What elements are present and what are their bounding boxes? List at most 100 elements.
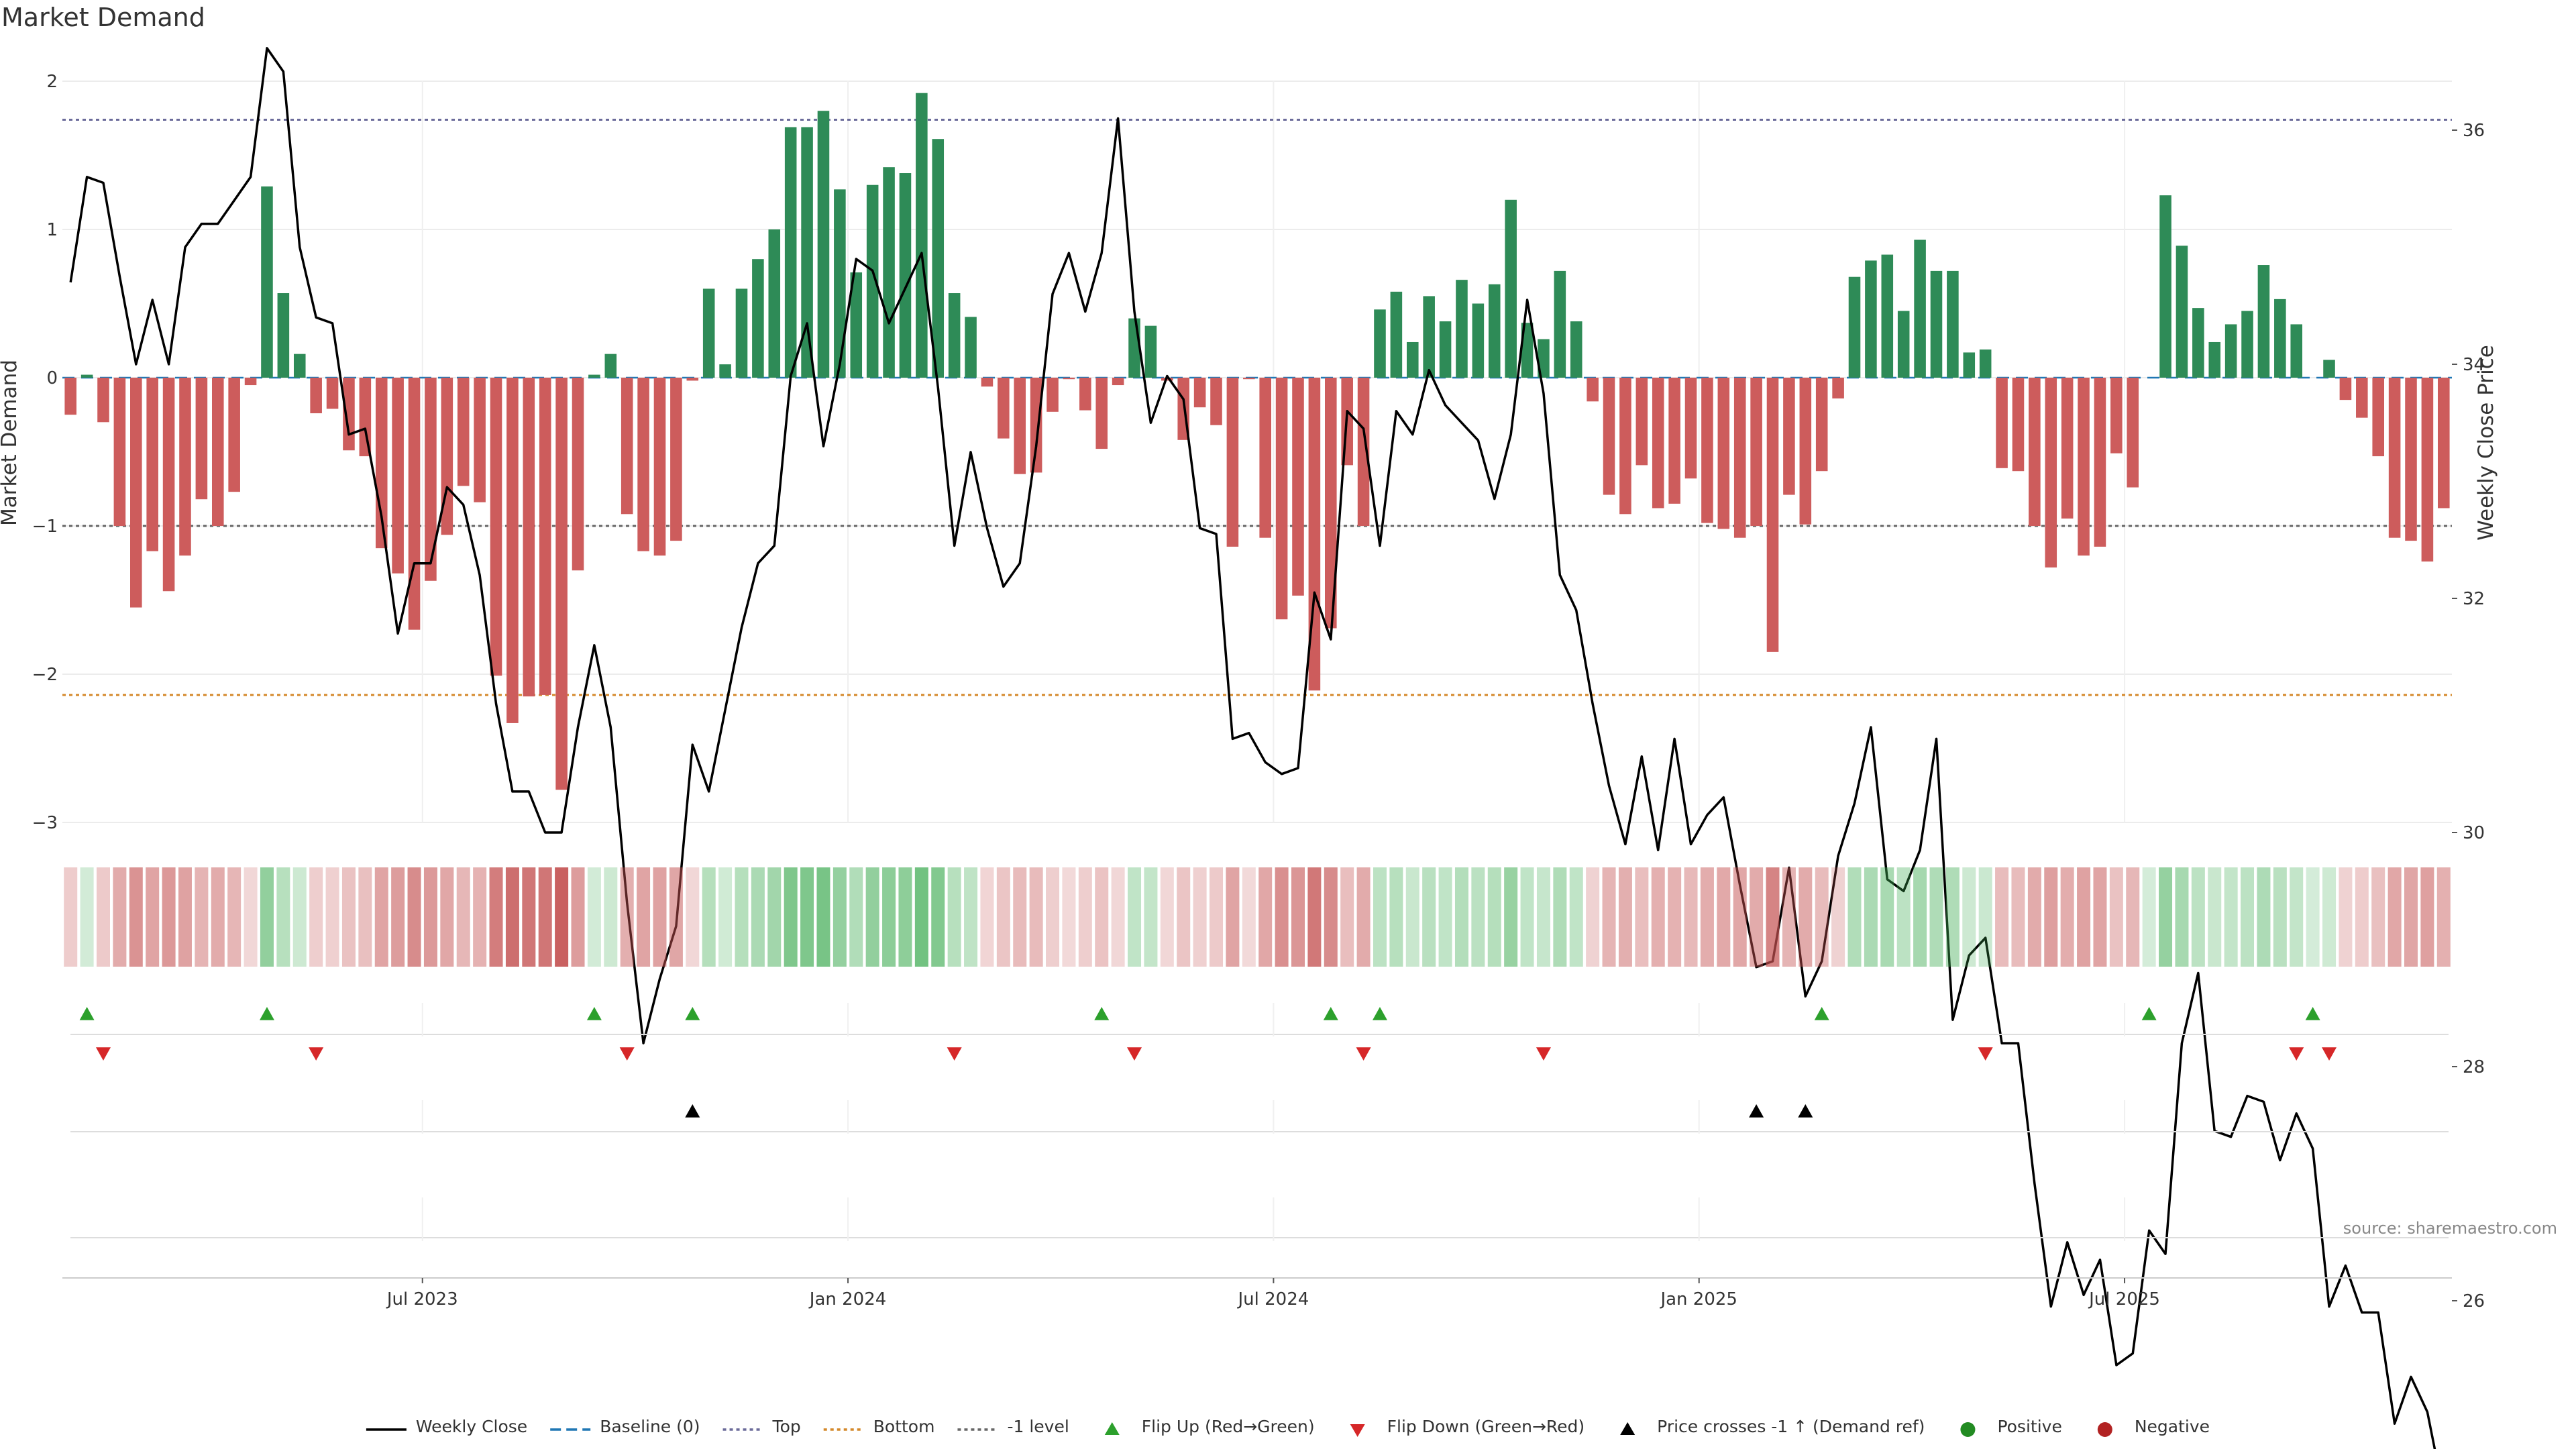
heat-cell	[2093, 867, 2107, 967]
heat-cell	[2371, 867, 2385, 967]
negative-bar	[244, 378, 257, 386]
negative-bar	[474, 378, 486, 502]
heat-cell	[1733, 867, 1747, 967]
positive-bar	[1848, 276, 1861, 378]
negative-bar	[1832, 378, 1844, 398]
heat-cell	[129, 867, 143, 967]
y2-tick-label: 32	[2463, 589, 2485, 609]
y-axis-title: Market Demand	[0, 360, 21, 526]
heat-cell	[2387, 867, 2402, 967]
heat-cell	[816, 867, 830, 967]
positive-bar	[2208, 341, 2221, 378]
negative-bar	[490, 378, 502, 676]
negative-bar	[1668, 378, 1680, 504]
heat-cell	[1487, 867, 1501, 967]
negative-bar	[523, 378, 535, 697]
heat-cell	[522, 867, 536, 967]
heat-cell	[2257, 867, 2271, 967]
heat-cell	[1128, 867, 1142, 967]
reference-lines	[62, 118, 2452, 696]
heat-cell	[1095, 867, 1109, 967]
heat-cell	[1864, 867, 1878, 967]
positive-bar	[719, 364, 731, 378]
legend-label-positive: Positive	[1997, 1417, 2061, 1436]
negative-bar	[670, 378, 682, 541]
heat-cell	[2011, 867, 2025, 967]
negative-bar	[1799, 378, 1812, 525]
legend-label-cross: Price crosses -1 ↑ (Demand ref)	[1657, 1417, 1925, 1436]
positive-bar	[1488, 284, 1501, 378]
legend-swatch-positive	[1960, 1422, 1976, 1437]
heat-cell	[571, 867, 585, 967]
negative-bar	[1226, 378, 1239, 547]
negative-bar	[506, 378, 519, 723]
positive-bar	[261, 186, 273, 378]
heat-cell	[865, 867, 879, 967]
heat-cell	[113, 867, 127, 967]
negative-bar	[1325, 378, 1337, 629]
heat-cell	[718, 867, 733, 967]
heat-cell	[1340, 867, 1354, 967]
heat-cell	[751, 867, 765, 967]
y2-tick-label: 28	[2463, 1057, 2485, 1077]
positive-bar	[1865, 260, 1877, 378]
heat-cell	[1750, 867, 1764, 967]
negative-bar	[2110, 378, 2123, 453]
positive-bar	[866, 184, 879, 378]
heat-cell	[244, 867, 258, 967]
heat-cell	[1422, 867, 1436, 967]
legend: Weekly Close Baseline (0) Top Bottom -1 leve…	[366, 1417, 2210, 1437]
negative-bar	[686, 378, 699, 381]
heat-cell	[1618, 867, 1632, 967]
heat-cell	[2044, 867, 2058, 967]
heat-cell	[276, 867, 290, 967]
heat-cell	[489, 867, 503, 967]
negative-bar	[1095, 378, 1108, 449]
flip-up-marker	[1094, 1007, 1110, 1020]
negative-bar	[1996, 378, 2008, 468]
negative-bar	[113, 378, 126, 526]
legend-label-bottom: Bottom	[873, 1417, 935, 1436]
negative-bar	[1635, 378, 1648, 466]
heat-cell	[2436, 867, 2451, 967]
negative-bar	[2356, 378, 2368, 418]
negative-bar	[1733, 378, 1746, 538]
heat-cell	[669, 867, 683, 967]
negative-bar	[653, 378, 666, 556]
flip-up-marker	[1372, 1007, 1387, 1020]
y-tick-label: −1	[32, 517, 58, 537]
heat-cell	[456, 867, 470, 967]
negative-bar	[1357, 378, 1370, 526]
heat-cell	[341, 867, 356, 967]
negative-bar	[2339, 378, 2352, 400]
heat-cell	[980, 867, 994, 967]
legend-label-flip_up: Flip Up (Red→Green)	[1142, 1417, 1315, 1436]
heat-cell	[1389, 867, 1403, 967]
heat-cell	[1111, 867, 1125, 967]
heat-cell	[1945, 867, 1960, 967]
gridlines	[62, 80, 2452, 823]
heat-cell	[1291, 867, 1305, 967]
demand-heat-strip	[64, 867, 2451, 967]
heat-cell	[1700, 867, 1714, 967]
legend-label-top: Top	[772, 1417, 801, 1436]
axes: 2 1 0 −1 −2 −3 36 34 32 30 28 26	[32, 72, 2485, 1311]
legend-item-positive: Positive	[1960, 1417, 2062, 1437]
positive-bar	[735, 288, 748, 378]
heat-cell	[1880, 867, 1894, 967]
negative-bar	[179, 378, 191, 556]
positive-bar	[604, 354, 617, 378]
heat-cell	[2027, 867, 2041, 967]
negative-bar	[2421, 378, 2434, 562]
x-tick-label: Jul 2024	[1236, 1289, 1309, 1309]
positive-bar	[801, 127, 813, 378]
positive-bar	[850, 272, 863, 378]
heat-cell	[1978, 867, 1992, 967]
positive-bar	[2192, 308, 2204, 378]
heat-cell	[96, 867, 110, 967]
heat-cell	[637, 867, 651, 967]
positive-bar	[965, 317, 977, 378]
x-tick-label: Jan 2025	[1659, 1289, 1737, 1309]
heat-cell	[800, 867, 814, 967]
